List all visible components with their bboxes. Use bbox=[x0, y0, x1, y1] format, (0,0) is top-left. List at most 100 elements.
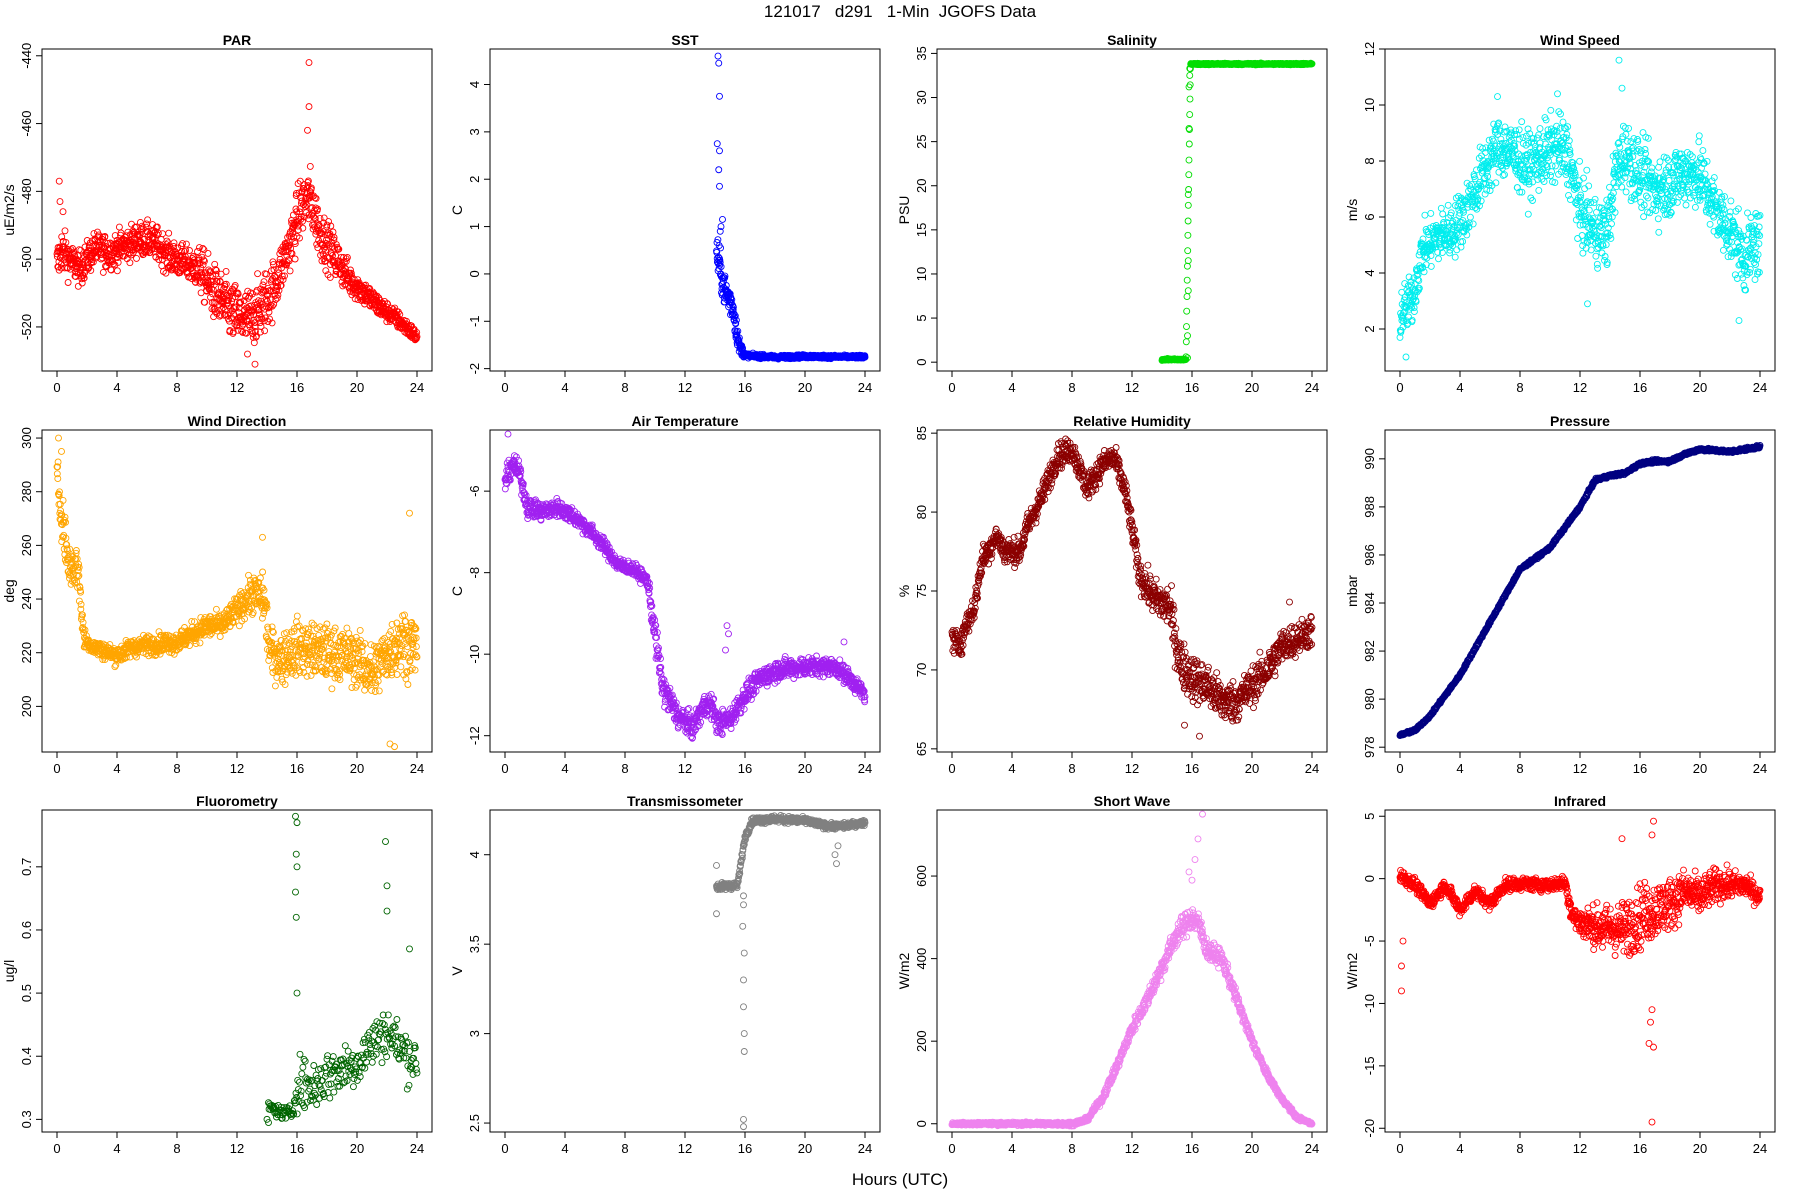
x-tick-label: 16 bbox=[290, 380, 304, 395]
data-point bbox=[1647, 1018, 1654, 1026]
panel-title: Salinity bbox=[1107, 32, 1157, 48]
data-point bbox=[304, 126, 311, 134]
series-points bbox=[53, 59, 421, 368]
panel-title: SST bbox=[671, 32, 699, 48]
plot-frame bbox=[1384, 429, 1776, 753]
data-point bbox=[1184, 257, 1192, 265]
panel-relative-humidity: Relative Humidity% 0 4 8 12 16 20 24 65 70 75 80 85 bbox=[896, 413, 1328, 776]
x-tick-label: 12 bbox=[678, 1141, 692, 1156]
y-tick-label: 984 bbox=[1362, 592, 1377, 614]
y-tick-label: 400 bbox=[914, 948, 929, 970]
data-point bbox=[1650, 817, 1657, 825]
x-tick-label: 0 bbox=[501, 380, 508, 395]
y-tick-label: 2 bbox=[1362, 325, 1377, 332]
plot-frame bbox=[936, 48, 1328, 372]
x-tick-label: 4 bbox=[1008, 1141, 1015, 1156]
series-points bbox=[1396, 56, 1764, 361]
data-point bbox=[740, 976, 747, 984]
y-tick-label: 200 bbox=[19, 696, 34, 718]
data-point bbox=[1618, 84, 1626, 92]
data-point bbox=[1650, 1043, 1657, 1051]
y-tick-label: -6 bbox=[467, 485, 482, 497]
x-tick-label: 24 bbox=[1753, 761, 1767, 776]
plot-frame bbox=[489, 809, 881, 1133]
x-tick-label: 8 bbox=[1068, 380, 1075, 395]
x-tick-label: 0 bbox=[948, 380, 955, 395]
y-tick-label: 4 bbox=[467, 851, 482, 858]
data-points bbox=[265, 1011, 421, 1122]
y-tick-label: 75 bbox=[914, 584, 929, 598]
x-tick-label: 12 bbox=[1125, 380, 1139, 395]
x-tick-label: 4 bbox=[113, 1141, 120, 1156]
data-point bbox=[740, 892, 747, 900]
y-tick-label: 0 bbox=[914, 359, 929, 366]
data-point bbox=[735, 339, 743, 347]
data-point bbox=[713, 910, 720, 918]
data-point bbox=[406, 509, 413, 517]
x-tick-label: 0 bbox=[53, 1141, 60, 1156]
x-tick-label: 0 bbox=[1396, 761, 1403, 776]
y-tick-label: -2 bbox=[467, 363, 482, 375]
y-axis-label: V bbox=[449, 966, 465, 976]
data-point bbox=[383, 907, 391, 915]
series-points bbox=[1396, 817, 1764, 1126]
x-tick-label: 12 bbox=[230, 761, 244, 776]
panel-title: Wind Speed bbox=[1540, 32, 1620, 48]
data-point bbox=[716, 92, 723, 100]
y-tick-label: -500 bbox=[19, 246, 34, 272]
data-point bbox=[293, 819, 301, 827]
y-axis-label: PSU bbox=[896, 196, 912, 225]
y-tick-label: 3 bbox=[467, 128, 482, 135]
plot-frame bbox=[1384, 48, 1776, 372]
x-tick-label: 24 bbox=[1753, 380, 1767, 395]
plot-frame bbox=[489, 429, 881, 753]
data-point bbox=[740, 1123, 747, 1131]
y-tick-label: 0.3 bbox=[19, 1110, 34, 1128]
data-point bbox=[1194, 835, 1202, 843]
plot-frame bbox=[489, 48, 881, 372]
data-point bbox=[1399, 937, 1407, 945]
panel-infrared: Infrared W/m2 0 4 8 12 16 20 24 -20 -15 -10 -5 0 5 bbox=[1344, 793, 1776, 1156]
x-tick-label: 16 bbox=[1633, 380, 1647, 395]
x-tick-label: 12 bbox=[1573, 761, 1587, 776]
panel-title: Short Wave bbox=[1094, 793, 1171, 809]
y-tick-label: -440 bbox=[19, 43, 34, 69]
panel-transmissometer: Transmissometer V 0 4 8 12 16 20 24 2.5 3 3.5 4 bbox=[449, 793, 881, 1156]
x-tick-label: 8 bbox=[1068, 1141, 1075, 1156]
y-axis-label: % bbox=[896, 585, 912, 597]
x-tick-label: 20 bbox=[350, 380, 364, 395]
y-tick-label: 25 bbox=[914, 134, 929, 148]
x-tick-label: 16 bbox=[738, 761, 752, 776]
data-point bbox=[1398, 987, 1405, 995]
data-point bbox=[840, 638, 848, 646]
x-tick-label: 20 bbox=[798, 761, 812, 776]
data-point bbox=[714, 52, 722, 60]
data-point bbox=[1398, 962, 1405, 970]
x-tick-label: 8 bbox=[1516, 1141, 1523, 1156]
data-point bbox=[1188, 876, 1196, 884]
x-tick-label: 16 bbox=[1185, 1141, 1199, 1156]
data-point bbox=[251, 360, 259, 368]
series-points bbox=[948, 435, 1316, 740]
y-axis-label: C bbox=[449, 586, 465, 596]
data-point bbox=[740, 1030, 748, 1038]
data-points bbox=[1396, 106, 1764, 341]
y-tick-label: -20 bbox=[1362, 1119, 1377, 1138]
data-point bbox=[263, 1115, 271, 1123]
data-point bbox=[1618, 835, 1626, 843]
data-point bbox=[292, 850, 300, 858]
plot-frame bbox=[41, 429, 433, 753]
data-points bbox=[1158, 59, 1316, 364]
x-tick-label: 4 bbox=[1456, 761, 1463, 776]
x-tick-label: 20 bbox=[1693, 761, 1707, 776]
y-tick-label: 240 bbox=[19, 588, 34, 610]
panel-title: Infrared bbox=[1554, 793, 1606, 809]
y-tick-label: 0.6 bbox=[19, 921, 34, 939]
y-tick-label: 986 bbox=[1362, 544, 1377, 566]
y-tick-label: 0 bbox=[467, 270, 482, 277]
y-tick-label: 200 bbox=[914, 1030, 929, 1052]
data-point bbox=[292, 812, 299, 820]
data-point bbox=[1184, 287, 1192, 295]
